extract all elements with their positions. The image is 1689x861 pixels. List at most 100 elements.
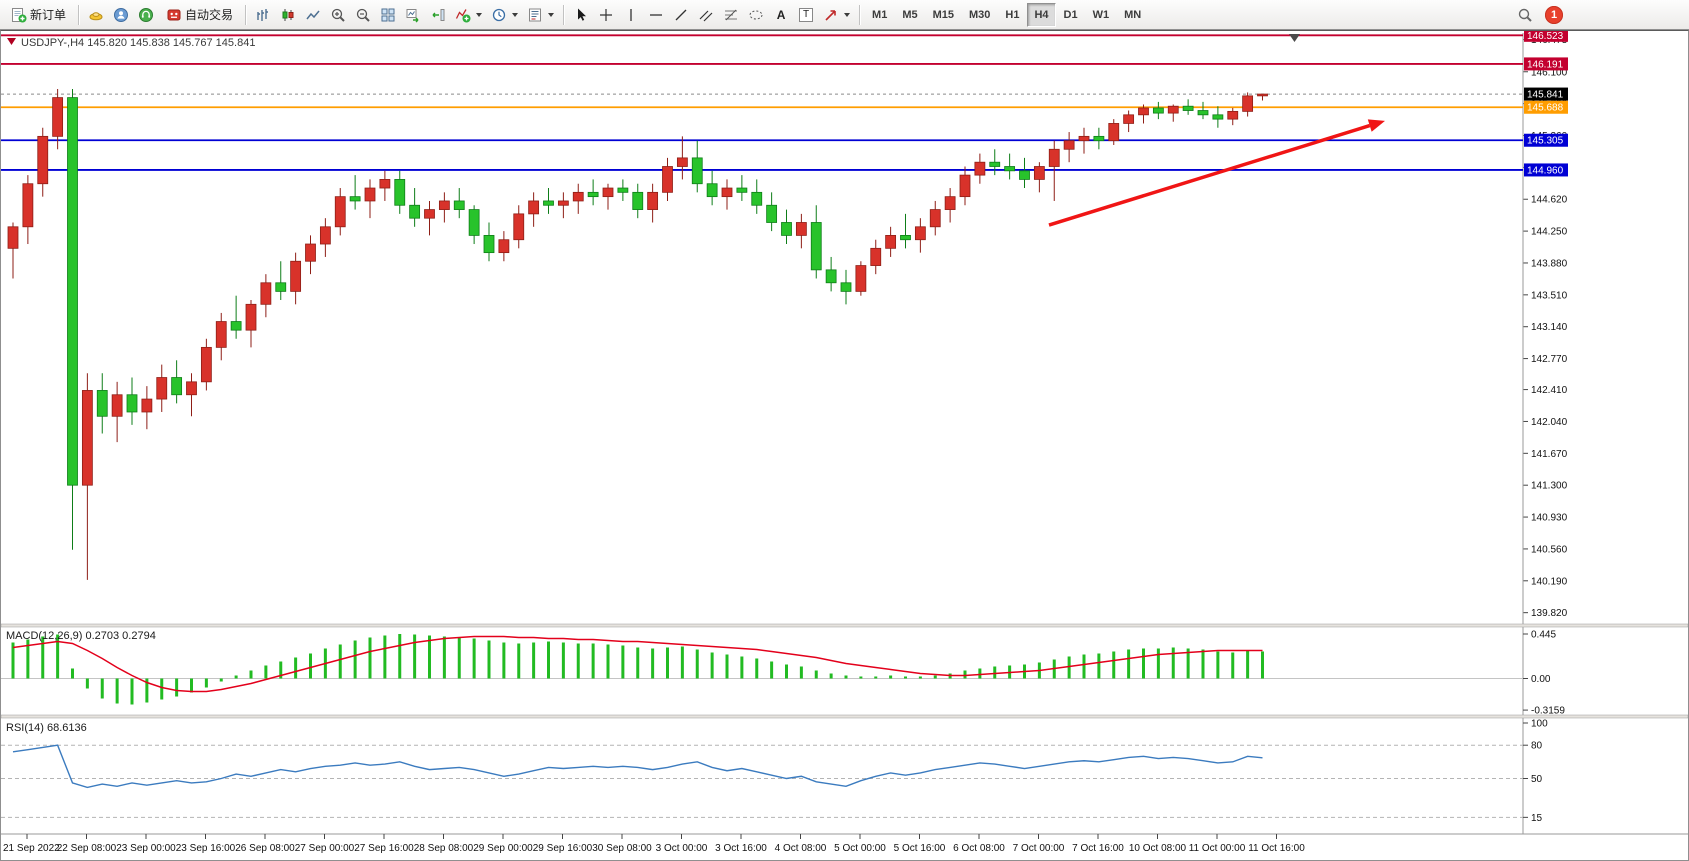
macd-histogram-bar — [829, 673, 833, 679]
shapes-button[interactable] — [744, 3, 768, 27]
candle-body — [929, 209, 941, 228]
time-axis-label: 5 Oct 00:00 — [834, 843, 886, 854]
auto-scroll-button[interactable] — [401, 3, 425, 27]
vertical-line-button[interactable] — [619, 3, 643, 27]
separator — [563, 4, 565, 25]
label-tool-button[interactable]: T — [794, 3, 818, 27]
timeframe-button-m1[interactable]: M1 — [865, 3, 894, 27]
macd-histogram-bar — [234, 675, 238, 679]
candle-body — [1257, 93, 1268, 97]
candle-body — [632, 191, 644, 210]
candle-body — [1167, 105, 1179, 114]
chart-shift-marker[interactable] — [1289, 34, 1300, 42]
timeframe-button-m5[interactable]: M5 — [895, 3, 924, 27]
chevron-down-icon — [476, 12, 483, 17]
timeframe-button-h4[interactable]: H4 — [1027, 2, 1056, 27]
cursor-button[interactable] — [569, 3, 593, 27]
trendline-button[interactable] — [669, 3, 693, 27]
tile-windows-button[interactable] — [376, 3, 400, 27]
fibonacci-button[interactable] — [719, 3, 743, 27]
timeframe-button-m15[interactable]: M15 — [926, 3, 961, 27]
notification-badge[interactable]: 1 — [1545, 5, 1563, 24]
chart-window[interactable]: 146.473146.100145.730145.360144.990144.6… — [0, 28, 1689, 861]
macd-histogram-bar — [680, 646, 684, 679]
candle-body — [275, 282, 287, 292]
time-axis-label: 27 Sep 16:00 — [354, 843, 414, 854]
autotrading-button[interactable]: 自动交易 — [159, 3, 240, 27]
rsi-label: RSI(14) 68.6136 — [6, 722, 87, 734]
candle-body — [349, 196, 361, 202]
panel-splitter[interactable] — [0, 623, 1689, 628]
macd-histogram-bar — [636, 647, 640, 679]
candle-body — [186, 381, 197, 396]
chart-canvas[interactable]: 146.473146.100145.730145.360144.990144.6… — [0, 28, 1689, 860]
macd-scale-label: 0.445 — [1531, 630, 1556, 641]
time-axis-label: 23 Sep 00:00 — [116, 843, 176, 854]
chart-shift-button[interactable] — [426, 3, 450, 27]
candle-body — [736, 187, 748, 193]
vertical-line-icon — [630, 8, 632, 21]
candle-body — [1048, 148, 1060, 167]
price-scale-label: 142.410 — [1531, 385, 1568, 396]
time-axis-label: 23 Sep 16:00 — [176, 843, 236, 854]
rsi-scale-label: 100 — [1531, 719, 1548, 730]
candle-body — [1212, 114, 1224, 120]
account-button[interactable] — [109, 3, 133, 27]
timeframe-button-h1[interactable]: H1 — [998, 3, 1026, 27]
arrow-tools-button[interactable] — [819, 3, 854, 27]
macd-histogram-bar — [978, 668, 982, 679]
candle-body — [1078, 135, 1090, 142]
macd-histogram-bar — [1246, 650, 1250, 679]
timeframe-button-m30[interactable]: M30 — [962, 3, 997, 27]
text-tool-button[interactable]: A — [769, 3, 793, 27]
horizontal-line-button[interactable] — [644, 3, 668, 27]
time-axis-label: 7 Oct 00:00 — [1013, 843, 1065, 854]
new-order-button[interactable]: 新订单 — [4, 3, 73, 27]
timeframe-button-mn[interactable]: MN — [1117, 3, 1148, 27]
account-icon — [114, 7, 129, 22]
candle-body — [468, 209, 480, 236]
candle-body — [676, 157, 688, 167]
macd-histogram-bar — [710, 652, 714, 679]
channel-button[interactable] — [694, 3, 718, 27]
time-axis-label: 28 Sep 08:00 — [414, 843, 474, 854]
timeframe-button-w1[interactable]: W1 — [1086, 3, 1117, 27]
indicators-button[interactable] — [451, 3, 486, 27]
line-chart-button[interactable] — [301, 3, 325, 27]
macd-histogram-bar — [785, 664, 788, 679]
deposit-button[interactable] — [84, 3, 108, 27]
candle-body — [290, 260, 302, 292]
templates-button[interactable] — [523, 3, 558, 27]
candle-body — [795, 222, 807, 236]
crosshair-button[interactable] — [594, 3, 618, 27]
candle-body — [483, 235, 495, 254]
panel-splitter[interactable] — [0, 714, 1689, 719]
fibonacci-icon — [725, 9, 738, 20]
trend-arrow-line[interactable] — [1048, 123, 1371, 227]
zoom-out-button[interactable] — [351, 3, 375, 27]
line-chart-icon — [306, 10, 320, 19]
macd-histogram-bar — [695, 649, 699, 679]
macd-histogram-bar — [933, 675, 937, 679]
price-badge-label: 146.191 — [1527, 59, 1564, 70]
candlestick-button[interactable] — [276, 3, 300, 27]
candle-body — [870, 247, 882, 266]
zoom-in-button[interactable] — [326, 3, 350, 27]
macd-histogram-bar — [889, 675, 893, 679]
support-button[interactable] — [134, 3, 158, 27]
periods-button[interactable] — [487, 3, 522, 27]
candle-body — [37, 135, 49, 185]
macd-histogram-bar — [85, 678, 89, 689]
search-button[interactable] — [1513, 3, 1537, 27]
candle-body — [409, 204, 421, 219]
candle-body — [96, 390, 108, 417]
timeframe-button-d1[interactable]: D1 — [1057, 3, 1085, 27]
separator — [245, 4, 247, 25]
candle-body — [914, 226, 926, 241]
notification-count: 1 — [1550, 8, 1558, 21]
price-badge — [1524, 87, 1568, 101]
macd-histogram-bar — [145, 678, 149, 703]
auto-scroll-icon — [406, 8, 419, 22]
bar-chart-button[interactable] — [251, 3, 275, 27]
candle-body — [260, 282, 272, 305]
